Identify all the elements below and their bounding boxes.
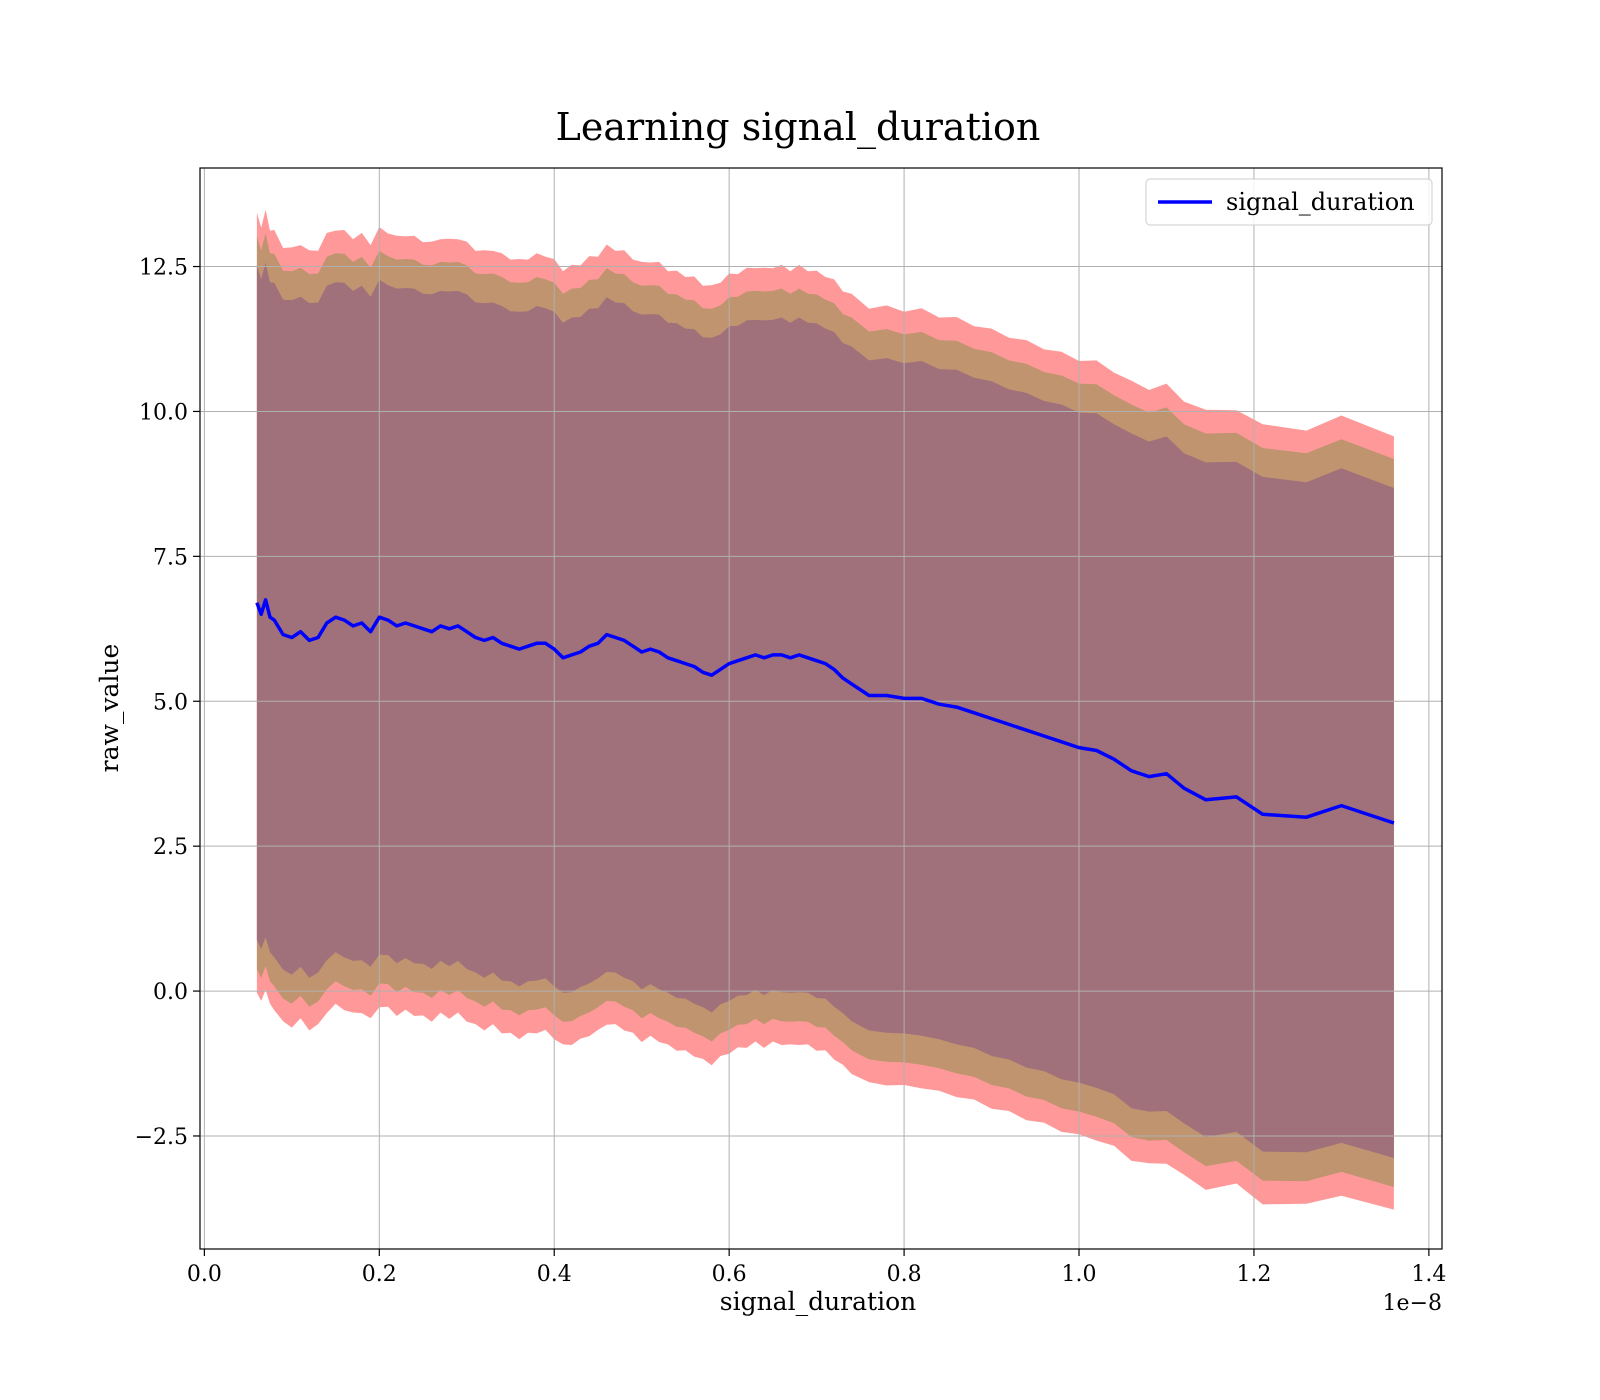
y-tick-label: 5.0 [153, 690, 188, 715]
y-tick-label: 7.5 [153, 545, 188, 570]
y-axis-label: raw_value [95, 644, 124, 773]
y-tick-label: 0.0 [153, 980, 188, 1005]
chart-title: Learning signal_duration [556, 105, 1041, 150]
y-tick-label: 12.5 [139, 256, 188, 281]
y-tick-label: −2.5 [135, 1125, 188, 1150]
x-tick-label: 1.2 [1236, 1262, 1271, 1287]
x-tick-label: 1.0 [1062, 1262, 1097, 1287]
band-inner [256, 262, 1394, 1158]
legend-box [1145, 178, 1433, 226]
x-axis-offset-label: 1e−8 [1383, 1291, 1442, 1316]
x-axis-label: signal_duration [720, 1287, 916, 1316]
x-tick-label: 0.0 [187, 1262, 222, 1287]
x-tick-label: 0.8 [887, 1262, 922, 1287]
plot-area: 0.0 0.2 0.4 0.6 0.8 1.0 1.2 1.4 −2.5 0.0 2.5 5.0 7.5… [135, 167, 1446, 1287]
x-tick-label: 0.2 [362, 1262, 397, 1287]
x-tick-label: 0.4 [537, 1262, 572, 1287]
series-line [255, 598, 1395, 825]
y-tick-label: 2.5 [153, 835, 188, 860]
x-tick-label: 0.6 [712, 1262, 747, 1287]
y-tick-label: 10.0 [139, 400, 188, 425]
legend-label: signal_duration [1226, 188, 1415, 216]
plot-frame [199, 167, 1443, 1250]
x-tick-label: 1.4 [1411, 1262, 1446, 1287]
